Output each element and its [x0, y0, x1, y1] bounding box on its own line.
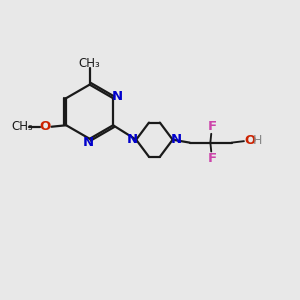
Text: H: H [253, 134, 262, 147]
Text: F: F [207, 120, 216, 133]
Text: O: O [39, 120, 51, 133]
Text: O: O [244, 134, 255, 147]
Text: N: N [111, 91, 122, 103]
Text: N: N [171, 133, 182, 146]
Text: CH₃: CH₃ [12, 120, 34, 133]
Text: CH₃: CH₃ [79, 57, 100, 70]
Text: F: F [207, 152, 216, 165]
Text: N: N [127, 133, 138, 146]
Text: N: N [82, 136, 94, 149]
